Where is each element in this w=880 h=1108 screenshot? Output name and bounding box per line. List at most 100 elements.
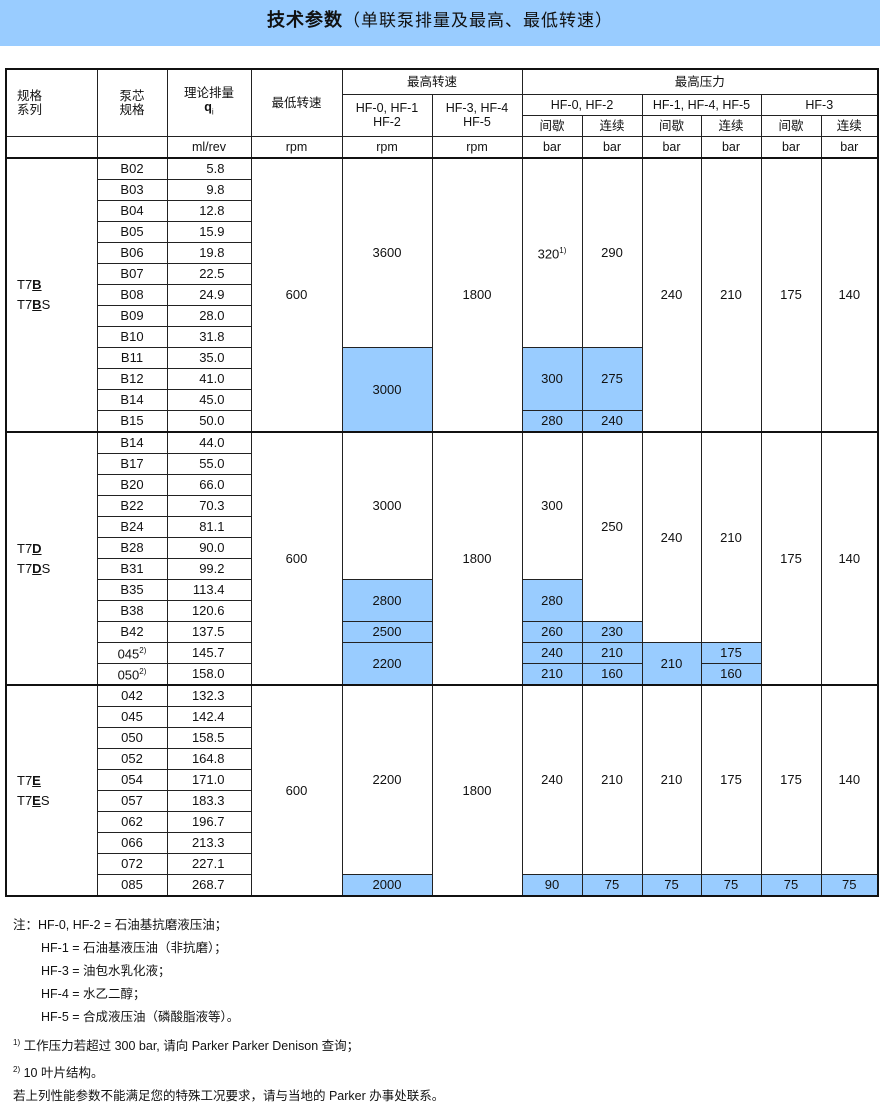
note-line: HF-5 = 合成液压油（磷酸脂液等）。 bbox=[41, 1010, 240, 1024]
core-cell: B14 bbox=[96, 389, 168, 411]
core-cell: B17 bbox=[96, 453, 168, 475]
value-cell: 1800 bbox=[431, 431, 523, 686]
unit-rpm: rpm bbox=[431, 135, 523, 159]
header-continuous: 连续 bbox=[700, 114, 762, 137]
table-row: B20 66.0 bbox=[6, 474, 878, 496]
core-cell: B35 bbox=[96, 579, 168, 601]
value-cell: 75 bbox=[700, 874, 762, 897]
value-cell: 260 bbox=[521, 621, 583, 643]
value-cell: 3000 bbox=[341, 347, 433, 433]
note-line: HF-4 = 水乙二醇； bbox=[41, 987, 146, 1001]
header-continuous: 连续 bbox=[820, 114, 879, 137]
unit-disp: ml/rev bbox=[166, 135, 252, 159]
core-cell: 085 bbox=[96, 874, 168, 897]
core-cell: B05 bbox=[96, 221, 168, 243]
header-continuous: 连续 bbox=[581, 114, 643, 137]
displacement-cell: 55.0 bbox=[166, 453, 252, 475]
displacement-cell: 158.5 bbox=[166, 727, 252, 749]
table-row: B22 70.3 bbox=[6, 495, 878, 517]
value-cell: 240 bbox=[521, 684, 583, 875]
core-cell: B14 bbox=[96, 431, 168, 454]
value-cell: 210 bbox=[641, 642, 702, 686]
table-row: T7E T7ES 042 132.3 600 2200 1800 240 210 210 175 17… bbox=[5, 684, 879, 897]
value-cell: 140 bbox=[820, 431, 879, 686]
table-row: T7B T7BS B02 5.8 600 3600 1800 3201) 290 240 210 17… bbox=[5, 157, 879, 433]
core-cell: 062 bbox=[96, 811, 168, 833]
core-cell: 045 bbox=[96, 706, 168, 728]
header-max-pressure: 最高压力 bbox=[521, 68, 879, 95]
value-cell: 280 bbox=[521, 410, 583, 433]
displacement-cell: 145.7 bbox=[166, 642, 252, 664]
value-cell: 290 bbox=[581, 157, 643, 348]
core-cell: B10 bbox=[96, 326, 168, 348]
table-row: B15 50.0 280 240 bbox=[6, 410, 878, 433]
title-rest: （单联泵排量及最高、最低转速） bbox=[343, 11, 613, 30]
value-cell: 140 bbox=[820, 157, 879, 433]
displacement-cell: 70.3 bbox=[166, 495, 252, 517]
displacement-cell: 45.0 bbox=[166, 389, 252, 411]
displacement-cell: 227.1 bbox=[166, 853, 252, 875]
value-cell: 2200 bbox=[341, 684, 433, 875]
value-cell: 300 bbox=[521, 347, 583, 411]
unit-rpm: rpm bbox=[250, 135, 343, 159]
displacement-cell: 24.9 bbox=[166, 284, 252, 306]
displacement-cell: 22.5 bbox=[166, 263, 252, 285]
value-cell: 600 bbox=[250, 431, 343, 686]
value-cell: 175 bbox=[700, 642, 762, 664]
value-cell: 210 bbox=[581, 642, 643, 664]
series-cell: T7B T7BS bbox=[5, 157, 98, 433]
table-row: B42 137.5 2500 260 230 bbox=[6, 621, 878, 643]
value-cell: 175 bbox=[760, 157, 822, 433]
core-cell: B28 bbox=[96, 537, 168, 559]
core-cell: B04 bbox=[96, 200, 168, 222]
core-cell: B09 bbox=[96, 305, 168, 327]
displacement-cell: 12.8 bbox=[166, 200, 252, 222]
footnote-1: 1) 工作压力若超过 300 bar, 请向 Parker Parker Den… bbox=[13, 1038, 360, 1054]
table-row: B31 99.2 bbox=[6, 558, 878, 580]
core-cell: B11 bbox=[96, 347, 168, 369]
value-cell: 2500 bbox=[341, 621, 433, 643]
header-intermittent: 间歇 bbox=[641, 114, 702, 137]
displacement-cell: 90.0 bbox=[166, 537, 252, 559]
value-cell: 175 bbox=[700, 684, 762, 875]
table-row: 052 164.8 bbox=[6, 748, 878, 770]
displacement-cell: 132.3 bbox=[166, 684, 252, 707]
value-cell: 75 bbox=[820, 874, 879, 897]
value-cell: 160 bbox=[581, 663, 643, 686]
value-cell: 3600 bbox=[341, 157, 433, 348]
series-cell: T7D T7DS bbox=[5, 431, 98, 686]
core-cell: B22 bbox=[96, 495, 168, 517]
unit-bar: bar bbox=[700, 135, 762, 159]
unit-bar: bar bbox=[581, 135, 643, 159]
unit-bar: bar bbox=[820, 135, 879, 159]
table-row: 054 171.0 bbox=[6, 769, 878, 791]
table-row: B14 45.0 bbox=[6, 389, 878, 411]
displacement-cell: 66.0 bbox=[166, 474, 252, 496]
core-cell: 0502) bbox=[96, 663, 168, 686]
header-intermittent: 间歇 bbox=[521, 114, 583, 137]
table-row: 0502) 158.0 210 160 160 bbox=[6, 663, 878, 686]
value-cell: 210 bbox=[581, 684, 643, 875]
header-press-hf3: HF-3 bbox=[760, 93, 879, 116]
core-cell: B31 bbox=[96, 558, 168, 580]
table-row: B11 35.0 3000 300 275 bbox=[6, 347, 878, 433]
value-cell: 2200 bbox=[341, 642, 433, 686]
value-cell: 3201) bbox=[521, 157, 583, 348]
header-core: 泵芯 规格 bbox=[96, 68, 168, 137]
value-cell: 240 bbox=[581, 410, 643, 433]
note-line: HF-1 = 石油基液压油（非抗磨）； bbox=[41, 941, 227, 955]
value-cell: 1800 bbox=[431, 157, 523, 433]
value-cell: 210 bbox=[521, 663, 583, 686]
displacement-cell: 44.0 bbox=[166, 431, 252, 454]
value-cell: 240 bbox=[641, 157, 702, 433]
displacement-cell: 81.1 bbox=[166, 516, 252, 538]
unit-empty bbox=[96, 135, 168, 159]
displacement-cell: 5.8 bbox=[166, 157, 252, 180]
displacement-cell: 137.5 bbox=[166, 621, 252, 643]
displacement-cell: 28.0 bbox=[166, 305, 252, 327]
value-cell: 240 bbox=[641, 431, 702, 643]
header-max-speed: 最高转速 bbox=[341, 68, 523, 95]
core-cell: B08 bbox=[96, 284, 168, 306]
value-cell: 2000 bbox=[341, 874, 433, 897]
displacement-cell: 50.0 bbox=[166, 410, 252, 433]
